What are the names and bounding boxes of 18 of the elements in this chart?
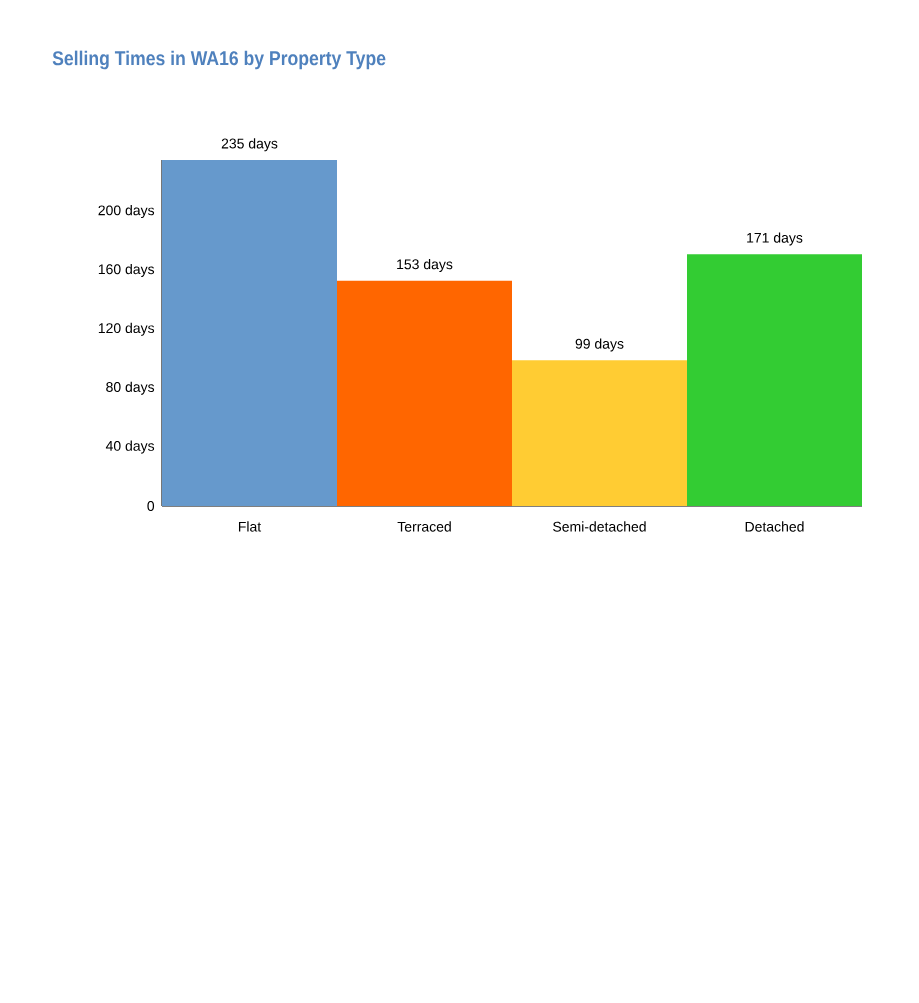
y-tick-label: 160 days [98, 263, 155, 277]
data-label: 99 days [575, 338, 624, 352]
y-tick-label: 120 days [98, 322, 155, 336]
bar [512, 360, 687, 506]
bar [687, 254, 862, 506]
data-label: 171 days [747, 232, 803, 246]
chart-title: Selling Times in WA16 by Property Type [52, 50, 386, 70]
data-label: 235 days [221, 138, 278, 152]
bar [337, 280, 512, 506]
y-tick-label: 0 [147, 501, 155, 511]
x-tick-label: Terraced [397, 521, 451, 532]
x-tick-label: Flat [238, 521, 262, 532]
y-tick-label: 80 days [106, 381, 155, 395]
data-label: 153 days [397, 258, 453, 273]
x-tick-label: Detached [745, 521, 804, 532]
y-tick-label: 40 days [105, 440, 155, 454]
y-tick-label: 200 days [98, 205, 155, 219]
x-tick-label: Semi-detached [553, 521, 646, 532]
